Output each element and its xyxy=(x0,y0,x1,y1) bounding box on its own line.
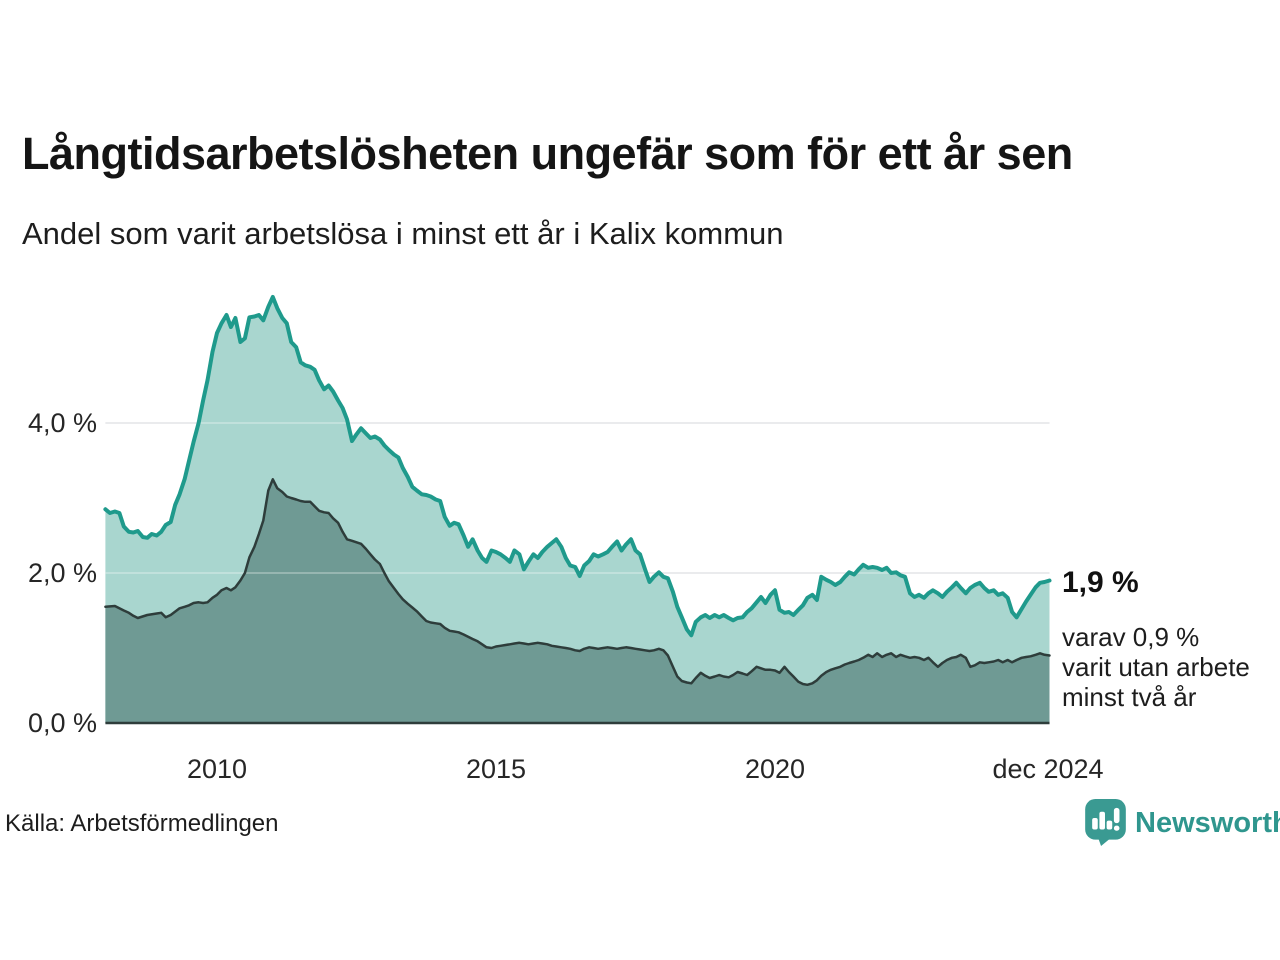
y-axis-tick-label: 0,0 % xyxy=(27,708,97,738)
x-axis-tick-label: 2020 xyxy=(744,754,806,784)
x-axis-tick-label: 2010 xyxy=(186,754,248,784)
latest-total-value-label: 1,9 % xyxy=(1062,566,1139,599)
page-title: Långtidsarbetslösheten ungefär som för e… xyxy=(22,128,1073,179)
annotation-line: minst två år xyxy=(1062,682,1197,712)
newsworthy-logo: Newsworthy xyxy=(1085,799,1280,846)
page-subtitle: Andel som varit arbetslösa i minst ett å… xyxy=(22,216,784,251)
x-axis-tick-label: dec 2024 xyxy=(992,754,1104,784)
latest-two-year-annotation: varav 0,9 % varit utan arbete minst två … xyxy=(1062,622,1250,712)
y-axis-tick-label: 2,0 % xyxy=(27,558,97,588)
annotation-line: varit utan arbete xyxy=(1062,652,1250,682)
source-attribution: Källa: Arbetsförmedlingen xyxy=(5,810,279,837)
bar-chart-speech-bubble-icon xyxy=(1085,799,1126,846)
annotation-line: varav 0,9 % xyxy=(1062,622,1200,652)
y-axis-tick-label: 4,0 % xyxy=(27,408,97,438)
x-axis-tick-label: 2015 xyxy=(465,754,527,784)
brand-name: Newsworthy xyxy=(1135,806,1280,839)
